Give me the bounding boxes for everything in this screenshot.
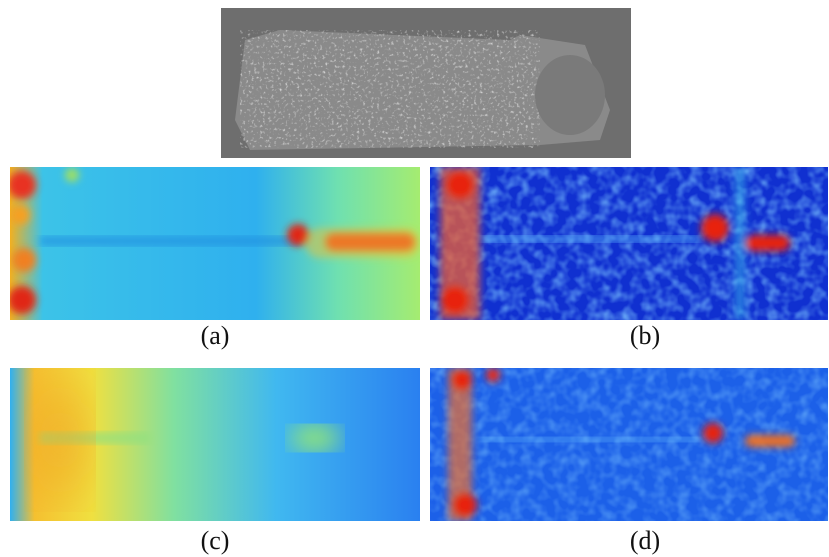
panel-label: (a) — [201, 321, 230, 350]
heatmap-b — [430, 167, 828, 320]
heatmap-c — [10, 368, 420, 521]
heatmap-a — [8, 167, 420, 320]
panel-label: (c) — [201, 526, 230, 555]
photo — [221, 8, 631, 158]
panel-label: (d) — [630, 526, 660, 555]
heatmap-d — [430, 368, 828, 521]
figure: (a) (b) (c) (d) — [0, 0, 829, 557]
panel-label: (b) — [630, 321, 660, 350]
